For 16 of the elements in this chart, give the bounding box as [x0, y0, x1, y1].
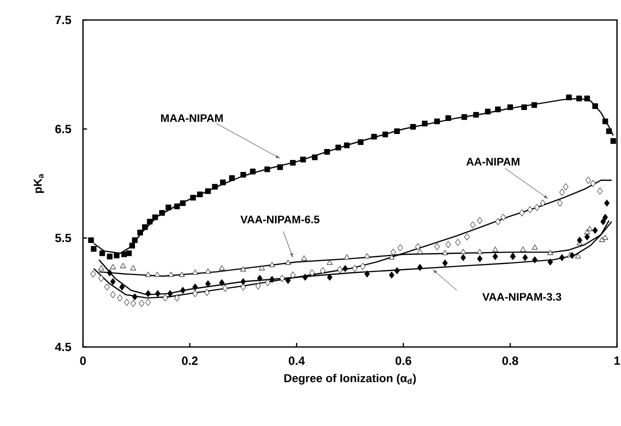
y-tick-label: 6.5	[55, 124, 72, 134]
x-tick-label: 0	[80, 356, 86, 365]
text: VAA-NIPAM-6.5	[240, 216, 320, 224]
y-tick-label: 4.5	[55, 342, 72, 352]
x-tick-label: 0.8	[502, 356, 518, 365]
text: MAA-NIPAM	[161, 114, 223, 122]
text: AA-NIPAM	[466, 158, 520, 166]
x-tick-label: 0.2	[182, 356, 198, 365]
x-tick-label: 0.4	[288, 356, 305, 365]
x-tick-label: 0.6	[396, 356, 412, 365]
x-tick-label: 1	[614, 356, 620, 365]
y-tick-label: 7.5	[55, 16, 72, 24]
text: VAA-NIPAM-3.3	[482, 292, 562, 301]
y-tick-label: 5.5	[55, 234, 72, 242]
x-axis-title: Degree of Ionization (α$_{d}$)	[284, 374, 416, 385]
y-axis-title: pK$_{a}$	[34, 174, 44, 193]
